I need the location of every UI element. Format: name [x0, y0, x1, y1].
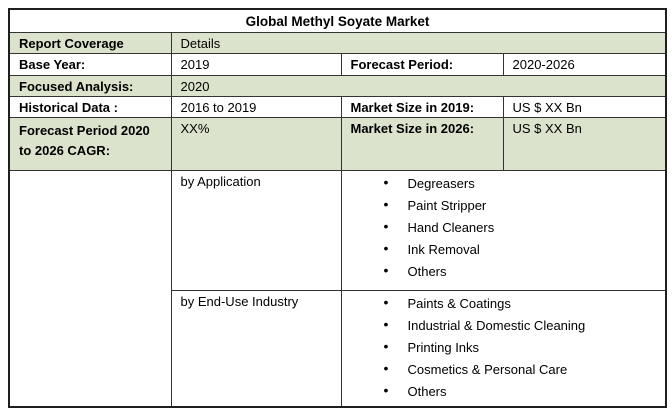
- list-item-label: Printing Inks: [407, 340, 480, 355]
- base-year-value: 2019: [170, 53, 342, 76]
- list-item: • Ink Removal: [351, 240, 660, 258]
- historical-data-value: 2016 to 2019: [170, 96, 342, 118]
- bullet-icon: •: [383, 360, 389, 376]
- forecast-period-value: 2020-2026: [502, 53, 667, 76]
- segment-application-label: by Application: [170, 170, 342, 291]
- market-size-2019-value: US $ XX Bn: [502, 96, 667, 118]
- list-item: • Printing Inks: [351, 338, 660, 356]
- forecast-cagr-value: XX%: [170, 117, 342, 171]
- list-item-label: Ink Removal: [407, 242, 480, 257]
- list-item: • Others: [351, 382, 660, 400]
- report-coverage-label: Report Coverage: [8, 32, 172, 54]
- end-use-list: • Paints & Coatings • Industrial & Domestic…: [351, 294, 660, 400]
- bullet-icon: •: [383, 316, 389, 332]
- list-item: • Hand Cleaners: [351, 218, 660, 236]
- bullet-icon: •: [383, 294, 389, 310]
- segment-end-use-items-cell: • Paints & Coatings • Industrial & Domestic…: [340, 290, 667, 408]
- bullet-icon: •: [383, 174, 389, 190]
- list-item-label: Hand Cleaners: [407, 220, 495, 235]
- forecast-cagr-label: Forecast Period 2020 to 2026 CAGR:: [8, 117, 172, 171]
- list-item-label: Degreasers: [407, 176, 475, 191]
- list-item: • Others: [351, 262, 660, 280]
- bullet-icon: •: [383, 240, 389, 256]
- list-item-label: Paints & Coatings: [407, 296, 511, 311]
- bullet-icon: •: [383, 338, 389, 354]
- list-item-label: Others: [407, 264, 447, 279]
- bullet-icon: •: [383, 382, 389, 398]
- application-list: • Degreasers • Paint Stripper • Hand Cleaners…: [351, 174, 660, 280]
- base-year-label: Base Year:: [8, 53, 172, 76]
- bullet-icon: •: [383, 196, 389, 212]
- list-item: • Degreasers: [351, 174, 660, 192]
- list-item: • Industrial & Domestic Cleaning: [351, 316, 660, 334]
- forecast-period-label: Forecast Period:: [340, 53, 504, 76]
- focused-analysis-label: Focused Analysis:: [8, 75, 172, 97]
- list-item-label: Others: [407, 384, 447, 399]
- report-coverage-value: Details: [170, 32, 667, 54]
- list-item: • Paint Stripper: [351, 196, 660, 214]
- list-item-label: Paint Stripper: [407, 198, 487, 213]
- market-size-2019-label: Market Size in 2019:: [340, 96, 504, 118]
- market-size-2026-value: US $ XX Bn: [502, 117, 667, 171]
- segment-end-use-label: by End-Use Industry: [170, 290, 342, 408]
- list-item-label: Cosmetics & Personal Care: [407, 362, 568, 377]
- segment-application-items-cell: • Degreasers • Paint Stripper • Hand Cleaners…: [340, 170, 667, 291]
- market-size-2026-label: Market Size in 2026:: [340, 117, 504, 171]
- historical-data-label: Historical Data :: [8, 96, 172, 118]
- focused-analysis-value: 2020: [170, 75, 667, 97]
- list-item: • Cosmetics & Personal Care: [351, 360, 660, 378]
- list-item: • Paints & Coatings: [351, 294, 660, 312]
- market-report-table: Global Methyl Soyate Market Report Cover…: [8, 8, 667, 408]
- spacer-cell: [8, 170, 172, 408]
- bullet-icon: •: [383, 262, 389, 278]
- bullet-icon: •: [383, 218, 389, 234]
- list-item-label: Industrial & Domestic Cleaning: [407, 318, 586, 333]
- table-title: Global Methyl Soyate Market: [8, 8, 667, 33]
